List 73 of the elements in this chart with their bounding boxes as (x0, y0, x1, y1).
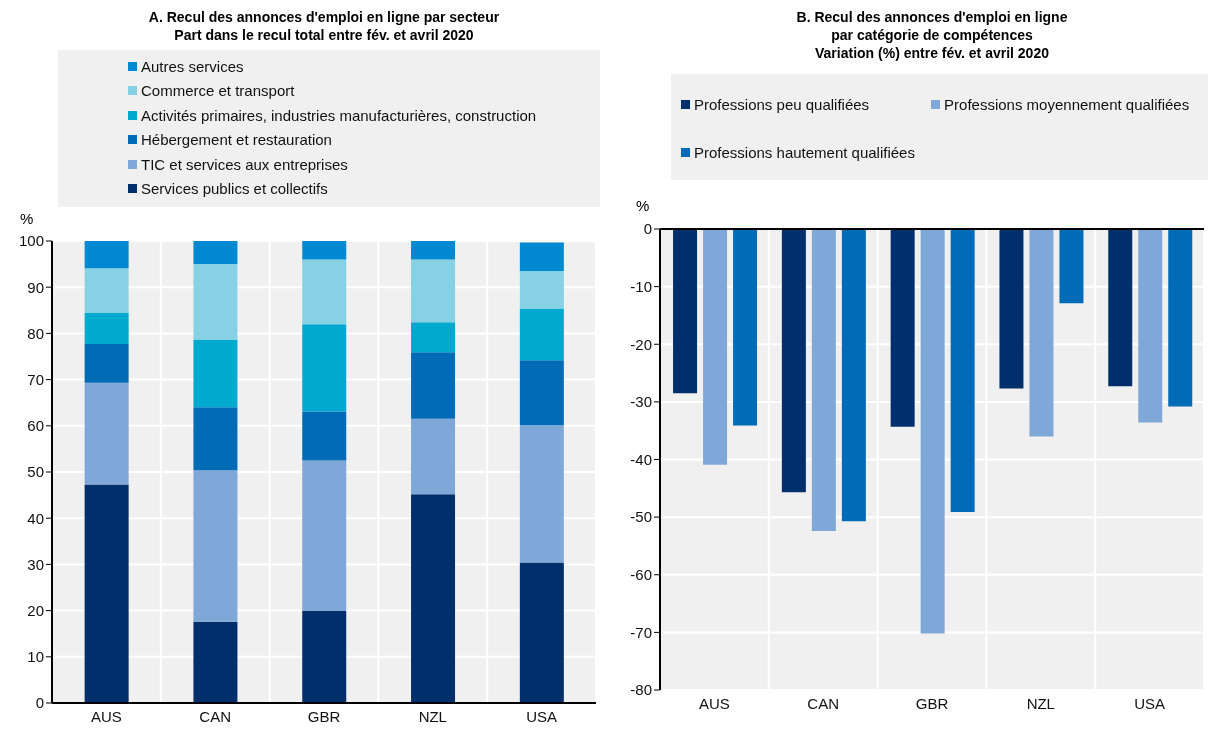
bar (302, 611, 347, 703)
y-tick-label: 10 (27, 648, 44, 666)
bar (411, 494, 456, 703)
bar (84, 313, 129, 345)
bar (193, 264, 238, 340)
legend-label: Services publics et collectifs (141, 180, 328, 198)
bar (411, 418, 456, 495)
bar (519, 242, 564, 272)
y-tick-label: 20 (27, 601, 44, 619)
y-tick-label: -60 (630, 566, 652, 584)
legend-label: Professions peu qualifiées (694, 95, 870, 113)
x-tick-label: NZL (418, 707, 447, 725)
x-tick-label: AUS (90, 707, 122, 725)
x-tick-label: GBR (915, 694, 949, 712)
y-tick-label: 0 (35, 694, 44, 712)
bar (411, 322, 456, 353)
y-tick-label: -40 (630, 450, 652, 468)
y-axis-title: % (20, 210, 34, 227)
bar (193, 470, 238, 622)
chart-title: A. Recul des annonces d'emploi en ligne par secteur Part dans le recul total entre fév. et avril 2020 (147, 8, 501, 44)
y-tick-label: -50 (630, 508, 652, 526)
y-tick-label: -70 (630, 623, 652, 641)
x-tick-label: USA (1134, 694, 1166, 712)
bar (411, 259, 456, 323)
x-tick-label: GBR (307, 707, 341, 725)
bar (84, 484, 129, 703)
bar (519, 308, 564, 361)
x-tick-label: CAN (807, 694, 840, 712)
bar (519, 360, 564, 426)
y-tick-label: 80 (27, 324, 44, 342)
bar (302, 259, 347, 325)
bar (519, 562, 564, 703)
legend-label: Hébergement et restauration (141, 131, 332, 149)
bar (411, 241, 456, 260)
bar (84, 268, 129, 314)
chart-title: B. Recul des annonces d'emploi en ligne par catégorie de compétences Variation (%) entre fév. et avril 2020 (795, 8, 1069, 62)
y-tick-label: -10 (630, 277, 652, 295)
bar (302, 460, 347, 612)
y-tick-label: 90 (27, 278, 44, 296)
bar (193, 241, 238, 265)
y-tick-label: 70 (27, 370, 44, 388)
legend-label: Professions moyennement qualifiées (944, 95, 1190, 113)
legend-label: Commerce et transport (141, 82, 295, 100)
y-tick-label: 100 (18, 232, 44, 250)
y-tick-label: -20 (630, 335, 652, 353)
bar (302, 324, 347, 412)
y-tick-label: -80 (630, 681, 652, 699)
bar (519, 271, 564, 309)
y-axis-title: % (636, 197, 650, 214)
bar (193, 407, 238, 471)
bar (302, 411, 347, 461)
y-tick-label: 30 (27, 555, 44, 573)
y-tick-label: 40 (27, 509, 44, 527)
x-tick-label: USA (526, 707, 558, 725)
bar (84, 344, 129, 383)
legend-label: Professions hautement qualifiées (694, 143, 915, 161)
bar (411, 352, 456, 419)
bar (193, 339, 238, 408)
legend-label: Autres services (141, 57, 244, 75)
bar (519, 425, 564, 563)
legend-label: TIC et services aux entreprises (141, 155, 348, 173)
bar (84, 382, 129, 485)
bar (84, 241, 129, 269)
x-tick-label: CAN (199, 707, 232, 725)
x-tick-label: AUS (698, 694, 730, 712)
y-tick-label: 60 (27, 417, 44, 435)
x-tick-label: NZL (1026, 694, 1055, 712)
y-tick-label: -30 (630, 393, 652, 411)
bar (193, 621, 238, 703)
y-tick-label: 50 (27, 463, 44, 481)
legend-label: Activités primaires, industries manufacturières, construction (141, 106, 537, 124)
y-tick-label: 0 (643, 220, 652, 238)
bar (302, 241, 347, 260)
